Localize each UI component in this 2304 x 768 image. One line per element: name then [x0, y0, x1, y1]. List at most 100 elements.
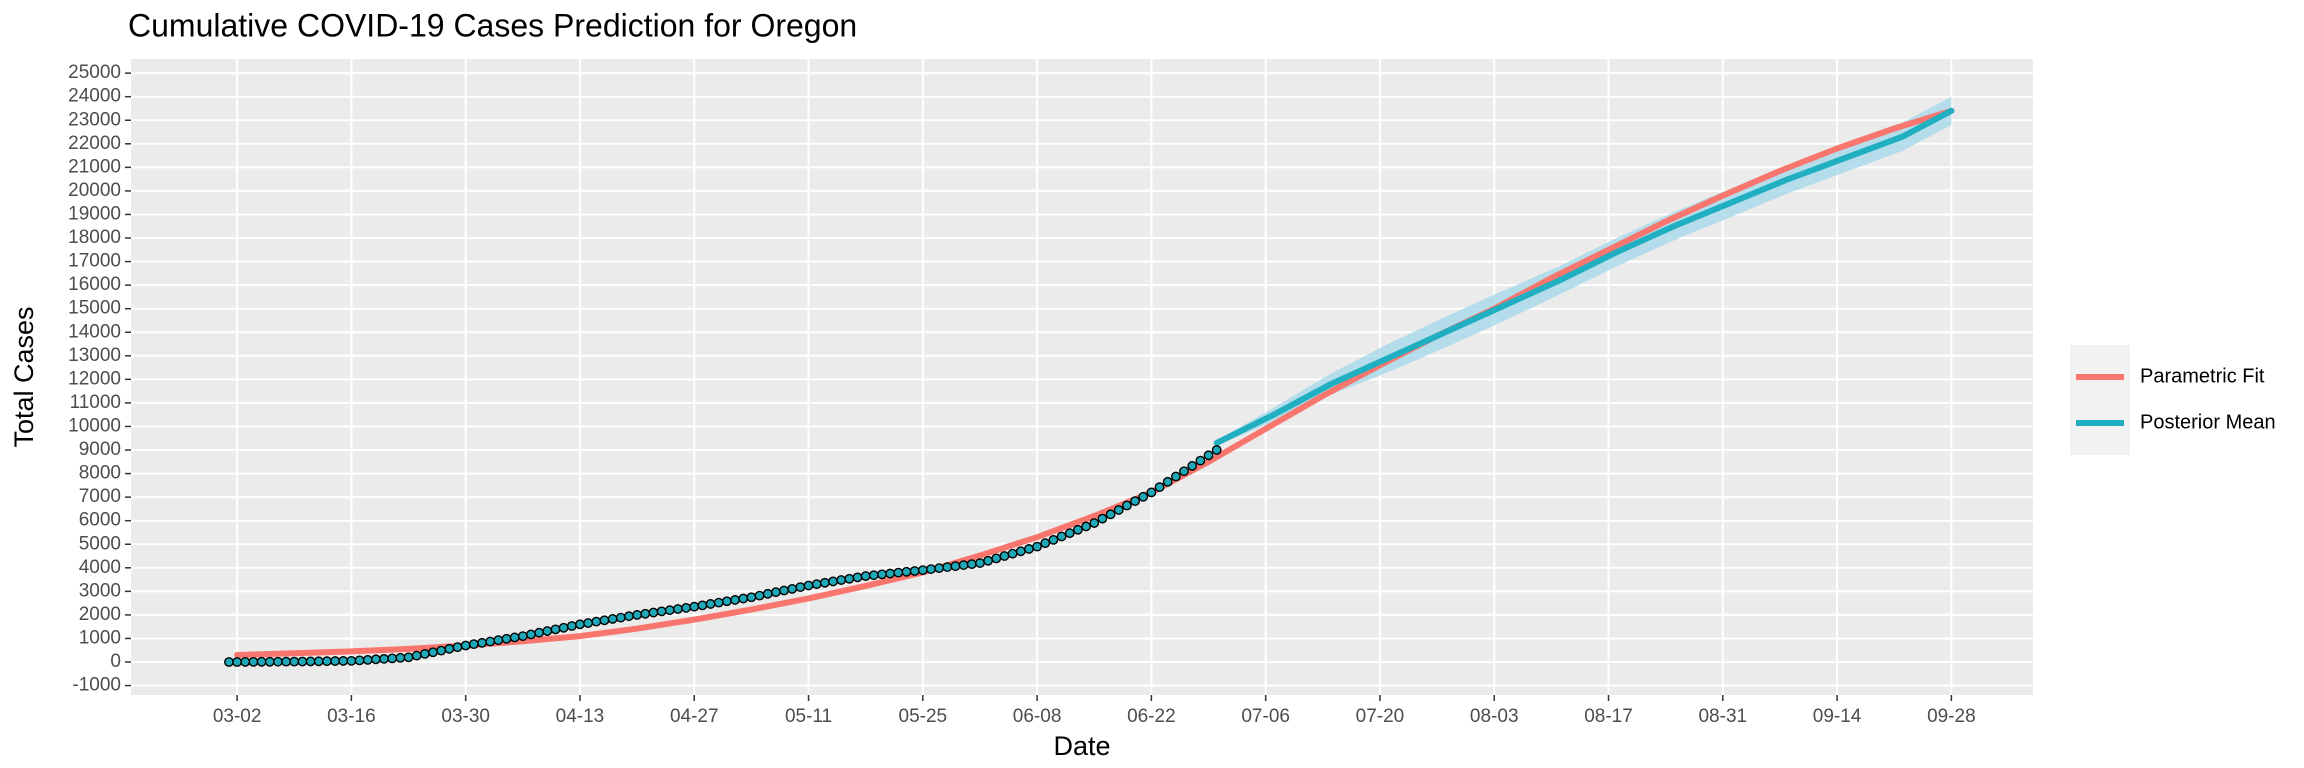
- y-tick-label: 4000: [79, 557, 121, 578]
- y-tick-label: 23000: [68, 109, 121, 130]
- data-point: [468, 639, 479, 650]
- data-point: [403, 652, 414, 663]
- data-point: [493, 635, 504, 646]
- data-point: [297, 656, 308, 667]
- data-point: [746, 592, 757, 603]
- x-tick-label: 03-16: [327, 706, 376, 727]
- y-tick-label: 5000: [79, 533, 121, 554]
- data-point: [264, 656, 275, 667]
- data-point: [803, 580, 814, 591]
- data-point: [330, 656, 340, 666]
- data-point: [591, 616, 602, 627]
- data-point: [1097, 513, 1108, 524]
- data-point: [1007, 548, 1018, 559]
- data-point: [1015, 546, 1026, 557]
- data-point: [681, 602, 691, 613]
- data-point: [1056, 531, 1067, 542]
- data-point: [1089, 518, 1100, 528]
- x-tick-label: 04-13: [556, 706, 605, 727]
- y-tick-label: 3000: [79, 580, 121, 601]
- data-point: [1040, 538, 1051, 549]
- data-point: [762, 588, 773, 599]
- data-point: [501, 633, 512, 644]
- x-tick-label: 07-20: [1356, 706, 1405, 727]
- x-tick-label: 08-17: [1584, 706, 1633, 727]
- data-point: [1024, 544, 1034, 554]
- data-point: [1187, 461, 1198, 471]
- y-tick-label: 0: [110, 651, 121, 672]
- x-tick-label: 06-22: [1127, 706, 1176, 727]
- y-tick-label: 11000: [70, 392, 121, 413]
- data-point: [958, 560, 969, 570]
- data-point: [942, 562, 953, 572]
- data-point: [305, 656, 316, 667]
- y-tick-label: 16000: [68, 274, 121, 295]
- x-tick-label: 05-25: [899, 706, 948, 727]
- data-point: [273, 656, 283, 667]
- data-point: [607, 614, 618, 624]
- data-point: [779, 585, 789, 596]
- x-tick-label: 04-27: [670, 706, 719, 727]
- data-point: [289, 656, 300, 667]
- data-point: [877, 569, 887, 580]
- data-point: [558, 622, 569, 633]
- data-point: [575, 619, 585, 630]
- data-point: [419, 648, 430, 659]
- y-axis-title: Total Cases: [9, 306, 39, 447]
- data-point: [387, 653, 398, 664]
- x-tick-label: 08-31: [1698, 706, 1747, 727]
- data-point: [1121, 500, 1132, 511]
- data-point: [991, 553, 1002, 564]
- data-point: [1064, 528, 1075, 539]
- data-point: [1032, 541, 1043, 552]
- data-point: [926, 564, 936, 574]
- y-tick-label: -1000: [72, 675, 121, 696]
- y-tick-label: 2000: [79, 604, 121, 625]
- data-point: [885, 568, 896, 579]
- data-point: [1048, 534, 1059, 545]
- data-point: [224, 657, 234, 667]
- y-tick-label: 25000: [68, 62, 121, 83]
- data-point: [542, 626, 553, 636]
- y-tick-label: 12000: [68, 368, 121, 389]
- data-point: [1170, 471, 1181, 482]
- data-point: [583, 618, 594, 628]
- y-tick-label: 18000: [68, 227, 121, 248]
- y-tick-label: 8000: [79, 463, 121, 484]
- data-point: [624, 611, 634, 622]
- data-point: [240, 657, 251, 667]
- data-point: [893, 567, 904, 578]
- data-point: [346, 655, 357, 666]
- data-point: [795, 582, 806, 593]
- data-point: [1211, 445, 1222, 455]
- data-point: [664, 605, 675, 616]
- data-point: [485, 636, 496, 647]
- data-point: [599, 615, 610, 626]
- data-point: [1146, 487, 1157, 498]
- y-tick-label: 7000: [79, 486, 121, 507]
- data-point: [860, 571, 871, 581]
- data-point: [460, 640, 471, 651]
- x-tick-label: 03-30: [441, 706, 490, 727]
- y-tick-label: 9000: [79, 439, 121, 460]
- y-tick-label: 13000: [68, 345, 121, 366]
- data-point: [444, 643, 455, 654]
- data-point: [1081, 521, 1091, 532]
- data-point: [379, 653, 389, 664]
- data-point: [1130, 496, 1140, 507]
- data-point: [983, 555, 994, 566]
- data-point: [477, 637, 487, 648]
- data-point: [256, 656, 267, 667]
- data-point: [811, 579, 822, 590]
- data-point: [713, 597, 724, 608]
- data-point: [787, 583, 798, 594]
- data-point: [673, 604, 683, 614]
- legend-label: Posterior Mean: [2140, 411, 2276, 433]
- x-tick-label: 06-08: [1013, 706, 1062, 727]
- data-point: [517, 631, 528, 642]
- y-tick-label: 19000: [68, 203, 121, 224]
- data-point: [705, 599, 716, 609]
- series-line: [1213, 107, 1955, 446]
- data-point: [909, 566, 920, 576]
